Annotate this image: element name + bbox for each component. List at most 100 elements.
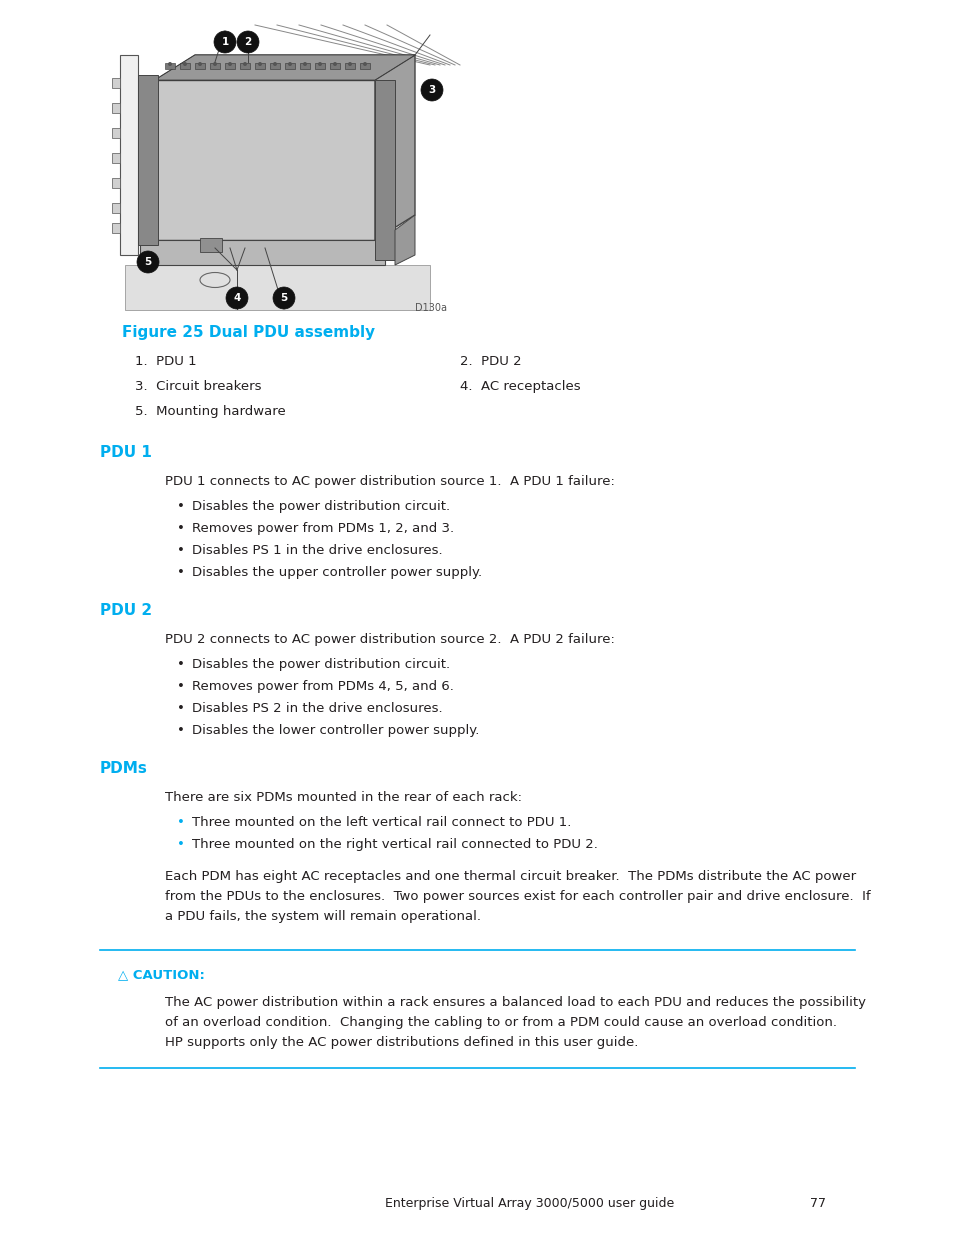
Text: PDU 2: PDU 2: [100, 603, 152, 618]
Polygon shape: [395, 215, 415, 266]
Text: PDU 1: PDU 1: [100, 445, 152, 459]
Circle shape: [333, 62, 336, 65]
Circle shape: [213, 62, 216, 65]
Polygon shape: [154, 56, 415, 80]
Text: PDMs: PDMs: [100, 761, 148, 776]
Text: Disables PS 2 in the drive enclosures.: Disables PS 2 in the drive enclosures.: [192, 701, 442, 715]
Text: Each PDM has eight AC receptacles and one thermal circuit breaker.  The PDMs dis: Each PDM has eight AC receptacles and on…: [165, 869, 855, 883]
Text: Disables the upper controller power supply.: Disables the upper controller power supp…: [192, 566, 481, 579]
Text: of an overload condition.  Changing the cabling to or from a PDM could cause an : of an overload condition. Changing the c…: [165, 1016, 836, 1029]
Circle shape: [363, 62, 367, 65]
Circle shape: [198, 62, 202, 65]
Text: •: •: [177, 500, 185, 513]
Bar: [180, 63, 190, 69]
Text: 5: 5: [280, 293, 287, 303]
Circle shape: [273, 62, 276, 65]
Circle shape: [303, 62, 307, 65]
Bar: [112, 128, 120, 138]
Bar: [345, 63, 355, 69]
Polygon shape: [138, 75, 158, 245]
Text: 5.  Mounting hardware: 5. Mounting hardware: [135, 405, 286, 417]
Bar: [359, 63, 370, 69]
Bar: [112, 153, 120, 163]
Circle shape: [213, 31, 235, 53]
Circle shape: [226, 287, 248, 309]
Bar: [112, 178, 120, 188]
Circle shape: [168, 62, 172, 65]
Bar: [225, 63, 234, 69]
Text: •: •: [177, 724, 185, 737]
Text: 1.  PDU 1: 1. PDU 1: [135, 354, 196, 368]
Bar: [112, 78, 120, 88]
Text: 2: 2: [244, 37, 252, 47]
Circle shape: [317, 62, 322, 65]
Text: •: •: [177, 566, 185, 579]
Text: •: •: [177, 680, 185, 693]
Text: •: •: [177, 522, 185, 535]
Text: △ CAUTION:: △ CAUTION:: [118, 968, 205, 981]
Text: D130a: D130a: [415, 303, 447, 312]
Text: 5: 5: [144, 257, 152, 267]
Text: Figure 25 Dual PDU assembly: Figure 25 Dual PDU assembly: [122, 325, 375, 340]
Text: HP supports only the AC power distributions defined in this user guide.: HP supports only the AC power distributi…: [165, 1036, 638, 1049]
Text: PDU 2 connects to AC power distribution source 2.  A PDU 2 failure:: PDU 2 connects to AC power distribution …: [165, 634, 615, 646]
Text: Disables the lower controller power supply.: Disables the lower controller power supp…: [192, 724, 478, 737]
Text: a PDU fails, the system will remain operational.: a PDU fails, the system will remain oper…: [165, 910, 480, 923]
Bar: [112, 224, 120, 233]
Text: •: •: [177, 701, 185, 715]
Text: 4.  AC receptacles: 4. AC receptacles: [459, 380, 580, 393]
Circle shape: [288, 62, 292, 65]
Bar: [254, 63, 265, 69]
Bar: [200, 238, 222, 252]
Circle shape: [183, 62, 187, 65]
Circle shape: [137, 251, 159, 273]
Circle shape: [257, 62, 262, 65]
Polygon shape: [154, 80, 375, 240]
Text: 2.  PDU 2: 2. PDU 2: [459, 354, 521, 368]
Bar: [240, 63, 250, 69]
Circle shape: [228, 62, 232, 65]
Circle shape: [236, 31, 258, 53]
Text: 3: 3: [428, 85, 436, 95]
Text: •: •: [177, 543, 185, 557]
Text: Three mounted on the right vertical rail connected to PDU 2.: Three mounted on the right vertical rail…: [192, 839, 598, 851]
Circle shape: [273, 287, 294, 309]
Text: Disables PS 1 in the drive enclosures.: Disables PS 1 in the drive enclosures.: [192, 543, 442, 557]
Polygon shape: [375, 56, 415, 240]
Bar: [165, 63, 174, 69]
Polygon shape: [125, 266, 430, 310]
Text: Disables the power distribution circuit.: Disables the power distribution circuit.: [192, 500, 450, 513]
Text: The AC power distribution within a rack ensures a balanced load to each PDU and : The AC power distribution within a rack …: [165, 995, 865, 1009]
Polygon shape: [375, 80, 395, 261]
Text: 77: 77: [809, 1197, 825, 1210]
Bar: [112, 103, 120, 112]
Bar: [194, 63, 205, 69]
Text: •: •: [177, 839, 185, 851]
Text: •: •: [177, 658, 185, 671]
Polygon shape: [120, 56, 138, 254]
Circle shape: [420, 79, 442, 101]
Bar: [299, 63, 310, 69]
Text: Three mounted on the left vertical rail connect to PDU 1.: Three mounted on the left vertical rail …: [192, 816, 571, 829]
Polygon shape: [140, 240, 385, 266]
Bar: [285, 63, 294, 69]
Text: Removes power from PDMs 1, 2, and 3.: Removes power from PDMs 1, 2, and 3.: [192, 522, 454, 535]
Bar: [330, 63, 339, 69]
Text: Enterprise Virtual Array 3000/5000 user guide: Enterprise Virtual Array 3000/5000 user …: [385, 1197, 674, 1210]
Text: Disables the power distribution circuit.: Disables the power distribution circuit.: [192, 658, 450, 671]
Text: PDU 1 connects to AC power distribution source 1.  A PDU 1 failure:: PDU 1 connects to AC power distribution …: [165, 475, 615, 488]
Bar: [112, 203, 120, 212]
Polygon shape: [154, 56, 415, 80]
Text: Removes power from PDMs 4, 5, and 6.: Removes power from PDMs 4, 5, and 6.: [192, 680, 454, 693]
Text: •: •: [177, 816, 185, 829]
Text: There are six PDMs mounted in the rear of each rack:: There are six PDMs mounted in the rear o…: [165, 790, 521, 804]
Bar: [210, 63, 220, 69]
Text: 4: 4: [233, 293, 240, 303]
Bar: [314, 63, 325, 69]
Text: 1: 1: [221, 37, 229, 47]
Circle shape: [243, 62, 247, 65]
Text: 3.  Circuit breakers: 3. Circuit breakers: [135, 380, 261, 393]
Circle shape: [348, 62, 352, 65]
Bar: [270, 63, 280, 69]
Text: from the PDUs to the enclosures.  Two power sources exist for each controller pa: from the PDUs to the enclosures. Two pow…: [165, 890, 870, 903]
